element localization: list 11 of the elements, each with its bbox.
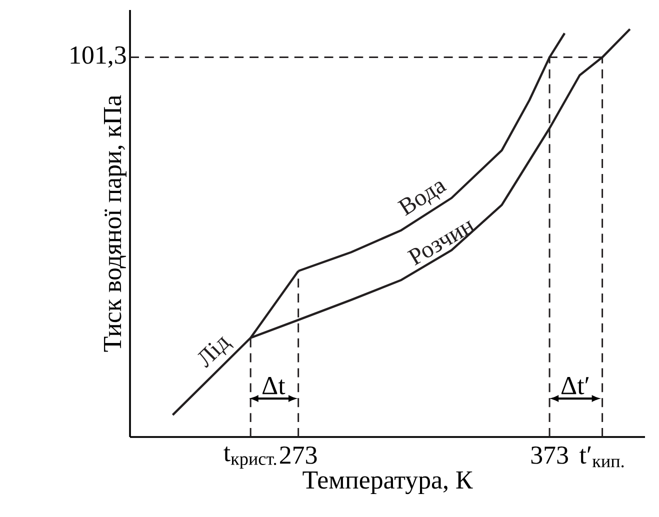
x-tick-label: 273 (280, 446, 317, 464)
y-axis-title: Тиск водяної пари, кПа (104, 95, 126, 352)
x-tick-label: t$_{крист.}$ (224, 446, 276, 469)
text: Вода (397, 182, 448, 216)
text: 101,3 (70, 46, 126, 68)
text: Лід (198, 336, 234, 368)
x-tick-label: 373 (531, 446, 568, 464)
x-axis-title: Температура, К (302, 472, 473, 494)
x-tick-label: t′$_{кип.}$ (579, 446, 624, 468)
annotation: Δt (262, 377, 286, 394)
annotation: Δt′ (561, 377, 589, 394)
